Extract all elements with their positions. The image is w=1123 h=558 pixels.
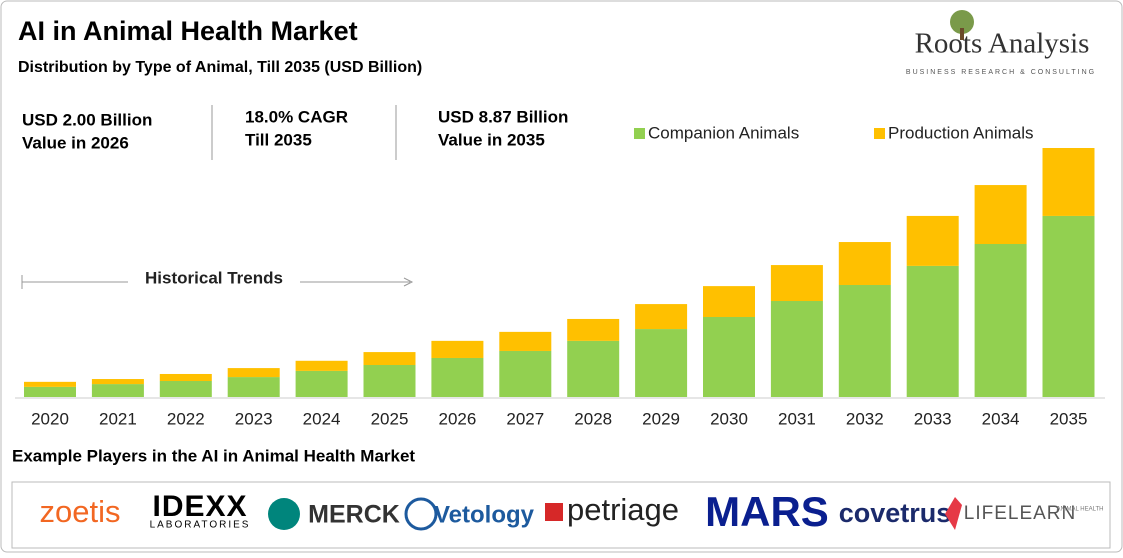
bar-segment <box>770 265 823 301</box>
x-tick-label: 2035 <box>1050 409 1088 428</box>
arrow-head <box>403 277 414 287</box>
x-tick-label: 2021 <box>99 409 137 428</box>
bar-segment <box>1042 148 1095 216</box>
bar-segment <box>159 380 212 397</box>
merck-icon <box>268 498 300 530</box>
annotation: Historical Trends <box>145 268 283 287</box>
x-tick-label: 2027 <box>506 409 544 428</box>
x-tick-label: 2028 <box>574 409 612 428</box>
label-bg <box>128 268 300 292</box>
bar-segment <box>499 331 552 351</box>
logo-lifelearn-sub: ANIMAL HEALTH <box>1056 507 1103 513</box>
bar-segment <box>974 185 1027 245</box>
stat-value: USD 8.87 Billion <box>438 107 568 126</box>
stat-label: Till 2035 <box>245 130 312 149</box>
x-tick-label: 2022 <box>167 409 205 428</box>
logo-zoetis: zoetis <box>40 494 121 529</box>
bar-segment <box>974 244 1027 397</box>
bar-segment <box>703 286 755 317</box>
logo-idexx: IDEXX <box>152 490 247 523</box>
x-tick-label: 2032 <box>846 409 884 428</box>
bar-segment <box>770 300 823 397</box>
legend-label: Companion Animals <box>648 123 799 142</box>
stat-label: Value in 2035 <box>438 130 545 149</box>
x-tick-label: 2033 <box>914 409 952 428</box>
logo-trunk <box>960 28 964 40</box>
bar-segment <box>906 265 959 397</box>
bar-segment <box>703 316 755 397</box>
x-tick-label: 2029 <box>642 409 680 428</box>
stat-value: 18.0% CAGR <box>245 107 348 126</box>
bar-segment <box>363 364 416 397</box>
logo-tree <box>950 10 974 34</box>
bar-segment <box>24 386 76 397</box>
x-tick-label: 2025 <box>371 409 409 428</box>
bar-segment <box>295 360 348 371</box>
bar-segment <box>567 318 620 341</box>
bar-segment <box>1042 215 1095 397</box>
stat-label: Value in 2026 <box>22 133 129 152</box>
logo-merck: MERCK <box>308 501 400 529</box>
bar-segment <box>635 329 688 397</box>
bar-segment <box>227 368 280 378</box>
bar-segment <box>499 350 552 397</box>
x-tick-label: 2034 <box>982 409 1020 428</box>
logo-vetology: Vetology <box>434 501 535 528</box>
x-tick-label: 2023 <box>235 409 273 428</box>
bar-segment <box>159 373 212 381</box>
vetology-icon <box>404 497 438 531</box>
bar-segment <box>838 284 891 397</box>
bar-segment <box>363 352 416 365</box>
stat-value: USD 2.00 Billion <box>22 110 152 129</box>
x-tick-label: 2031 <box>778 409 816 428</box>
logo-name: Roots Analysis <box>915 28 1090 60</box>
logo-petriage: petriage <box>567 492 679 527</box>
logo-idexx-sub: LABORATORIES <box>150 520 251 531</box>
bar-segment <box>635 304 688 330</box>
logo-covetrus: covetrus <box>839 498 952 528</box>
title: AI in Animal Health Market <box>18 16 358 46</box>
bar-segment <box>906 215 959 266</box>
bar-segment <box>295 370 348 397</box>
bar-segment <box>91 379 144 385</box>
players-title: Example Players in the AI in Animal Heal… <box>12 446 415 465</box>
bar-segment <box>91 384 144 397</box>
bar-segment <box>567 340 620 397</box>
covetrus-icon <box>945 497 962 530</box>
logo-mars: MARS <box>705 488 829 535</box>
logo-tagline: BUSINESS RESEARCH & CONSULTING <box>906 69 1096 76</box>
x-tick-label: 2020 <box>31 409 69 428</box>
logo-lifelearn: LIFELEARN <box>964 503 1076 524</box>
bar-segment <box>431 357 484 397</box>
bar-segment <box>24 381 76 387</box>
x-tick-label: 2026 <box>438 409 476 428</box>
bar-segment <box>838 242 891 285</box>
bar-segment <box>431 340 484 358</box>
subtitle: Distribution by Type of Animal, Till 203… <box>18 59 422 76</box>
legend-label: Production Animals <box>888 123 1034 142</box>
x-tick-label: 2024 <box>303 409 341 428</box>
bar-segment <box>227 377 280 397</box>
legend-swatch <box>874 128 885 139</box>
x-tick-label: 2030 <box>710 409 748 428</box>
petriage-icon <box>545 503 563 521</box>
legend-swatch <box>634 128 645 139</box>
